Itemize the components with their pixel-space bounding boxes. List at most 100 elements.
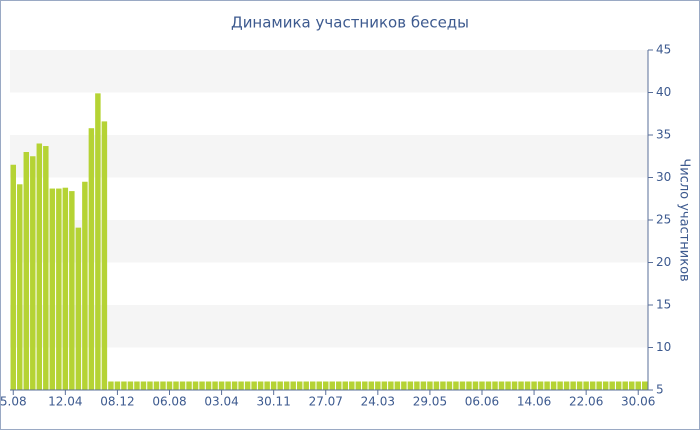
bar: [101, 121, 108, 391]
y-tick-label: 30: [656, 170, 671, 184]
bar: [62, 187, 69, 390]
bar: [218, 381, 225, 390]
x-tick-label: 14.06: [517, 395, 551, 409]
bar: [199, 381, 205, 390]
bar: [407, 381, 414, 390]
bar: [446, 381, 453, 390]
y-tick-label: 35: [656, 128, 671, 142]
y-tick-label: 25: [656, 213, 671, 227]
bar: [127, 381, 134, 390]
bar: [251, 381, 257, 390]
bar: [622, 381, 628, 390]
bar: [368, 381, 375, 390]
bar: [179, 381, 186, 390]
bar: [550, 381, 557, 390]
bar: [114, 381, 121, 390]
bar: [642, 381, 648, 390]
grid-band: [10, 220, 648, 263]
bar: [270, 381, 277, 390]
bar: [173, 381, 179, 390]
bar: [498, 381, 505, 390]
bar: [453, 381, 459, 390]
bar: [485, 381, 492, 390]
x-tick-label: 08.12: [100, 395, 134, 409]
bar: [160, 381, 166, 390]
y-tick-label: 10: [656, 340, 671, 354]
bar: [609, 381, 615, 390]
bar: [414, 381, 420, 390]
bar: [563, 381, 570, 390]
bar: [43, 146, 49, 390]
bar: [75, 227, 82, 390]
bar: [49, 188, 56, 390]
bar: [375, 381, 381, 390]
bar: [336, 381, 342, 390]
bar: [459, 381, 466, 390]
bar: [420, 381, 427, 390]
bar: [231, 381, 238, 390]
bar: [17, 184, 23, 390]
bar: [544, 381, 550, 390]
bar: [192, 381, 199, 390]
bar: [30, 156, 36, 390]
bar: [153, 381, 160, 390]
x-tick-label: 06.08: [152, 395, 186, 409]
bar: [524, 381, 531, 390]
y-tick-label: 5: [656, 383, 664, 397]
bar: [166, 381, 173, 390]
bar: [140, 381, 147, 390]
bar: [576, 381, 583, 390]
x-tick-label: 27.07: [309, 395, 343, 409]
x-tick-label: 24.03: [361, 395, 395, 409]
bar: [394, 381, 401, 390]
bar: [212, 381, 218, 390]
bar: [303, 381, 309, 390]
bar: [531, 381, 537, 390]
bar: [440, 381, 446, 390]
bar: [283, 381, 290, 390]
bar: [88, 128, 95, 390]
bar: [479, 381, 485, 390]
bar: [349, 381, 355, 390]
chart-title: Динамика участников беседы: [231, 14, 469, 32]
bar: [277, 381, 283, 390]
x-tick-label: 12.04: [48, 395, 82, 409]
bar: [615, 381, 622, 390]
bar: [309, 381, 316, 390]
bar: [518, 381, 524, 390]
bar: [511, 381, 518, 390]
bar: [505, 381, 511, 390]
bar: [329, 381, 335, 390]
bar: [257, 381, 264, 390]
bar: [108, 381, 114, 390]
bar: [342, 381, 349, 390]
x-tick-label: 29.05: [413, 395, 447, 409]
bar: [466, 381, 472, 390]
bar: [244, 381, 251, 390]
grid-band: [10, 135, 648, 178]
bar: [362, 381, 368, 390]
bar: [492, 381, 498, 390]
x-tick-label: 06.06: [465, 395, 499, 409]
bar: [95, 93, 101, 390]
bar: [433, 381, 440, 390]
y-tick-label: 20: [656, 255, 671, 269]
x-tick-label: 03.04: [204, 395, 238, 409]
bar: [323, 381, 329, 390]
bar: [401, 381, 407, 390]
bar: [628, 381, 635, 390]
bar: [388, 381, 394, 390]
bar: [290, 381, 296, 390]
y-tick-label: 40: [656, 85, 671, 99]
bar: [537, 381, 544, 390]
x-tick-label: 22.06: [569, 395, 603, 409]
bar: [134, 381, 140, 390]
grid-band: [10, 50, 648, 93]
bar: [589, 381, 596, 390]
y-axis-label: Число участников: [677, 158, 692, 281]
bar: [23, 152, 30, 390]
bar: [264, 381, 270, 390]
bar: [296, 381, 303, 390]
x-tick-label: 30.06: [621, 395, 655, 409]
